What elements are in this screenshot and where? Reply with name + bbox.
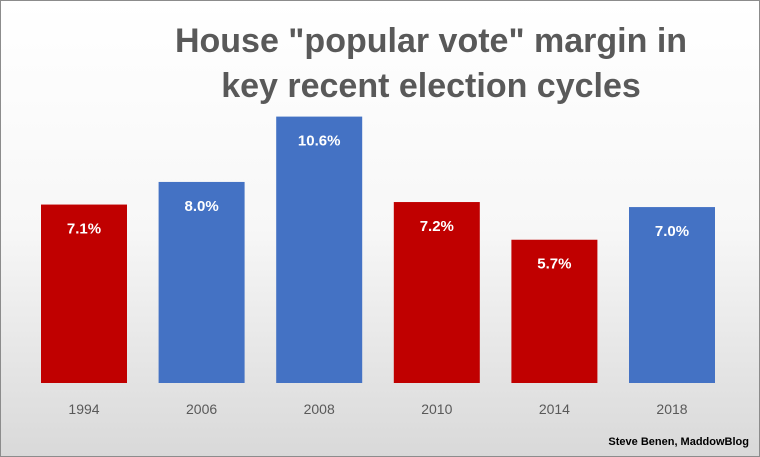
data-label-2006: 8.0% xyxy=(184,198,218,215)
x-tick-2008: 2008 xyxy=(304,401,335,417)
x-tick-2006: 2006 xyxy=(186,401,217,417)
bars-layer xyxy=(41,116,715,383)
x-tick-1994: 1994 xyxy=(68,401,99,417)
bar-1994 xyxy=(41,204,127,383)
bar-2008 xyxy=(276,116,363,383)
x-tick-labels-layer: 1994 2006 2008 2010 2014 2018 xyxy=(68,401,687,417)
bar-2006 xyxy=(158,181,245,383)
data-label-2014: 5.7% xyxy=(537,256,571,273)
x-tick-2010: 2010 xyxy=(421,401,452,417)
x-tick-2018: 2018 xyxy=(656,401,687,417)
data-label-1994: 7.1% xyxy=(67,221,101,238)
bar-2018 xyxy=(629,207,715,383)
data-label-2010: 7.2% xyxy=(420,218,454,235)
data-label-2018: 7.0% xyxy=(655,223,689,240)
bar-2010 xyxy=(393,202,480,383)
source-credit: Steve Benen, MaddowBlog xyxy=(608,436,749,448)
data-labels-layer: 7.1% 8.0% 10.6% 7.2% 5.7% 7.0% xyxy=(67,133,689,273)
chart-title: House "popular vote" margin in key recen… xyxy=(174,22,688,105)
data-label-2008: 10.6% xyxy=(298,133,341,150)
x-tick-2014: 2014 xyxy=(539,401,570,417)
bar-2014 xyxy=(511,239,598,383)
